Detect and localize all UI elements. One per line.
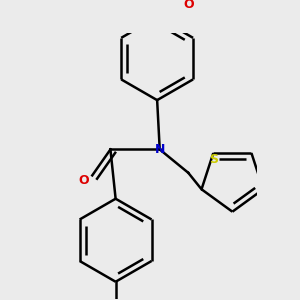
Text: O: O (78, 174, 88, 187)
Text: O: O (184, 0, 194, 11)
Text: N: N (154, 143, 165, 156)
Text: S: S (209, 153, 218, 166)
